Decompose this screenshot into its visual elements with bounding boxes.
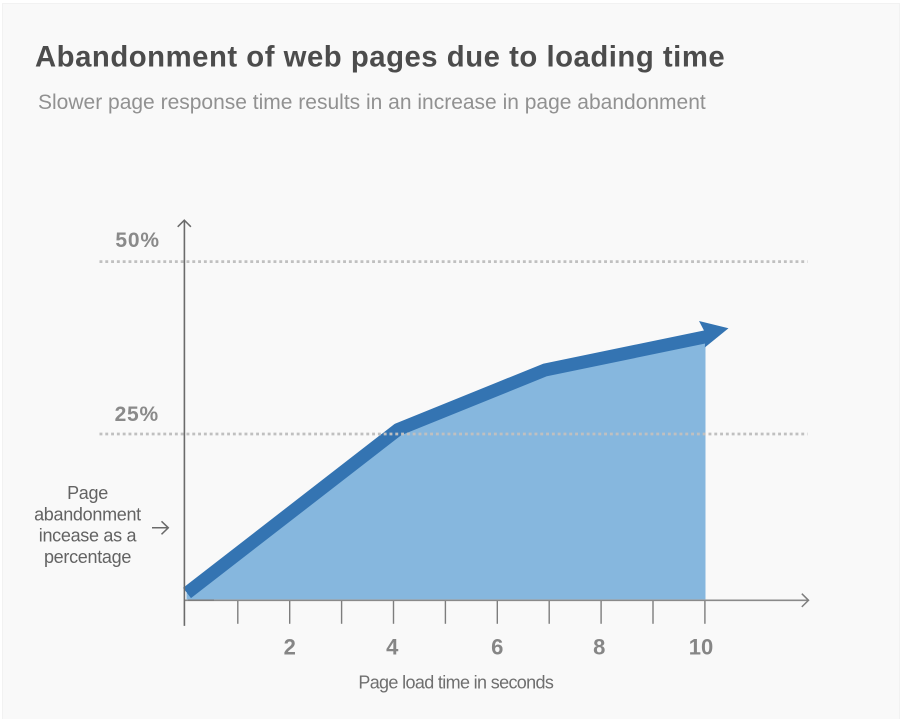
svg-text:Page load time in seconds: Page load time in seconds (358, 673, 554, 693)
svg-text:10: 10 (689, 634, 713, 659)
svg-text:6: 6 (491, 634, 503, 659)
svg-text:25%: 25% (115, 403, 159, 426)
svg-text:4: 4 (386, 634, 399, 659)
svg-text:Abandonment of web pages due t: Abandonment of web pages due to loading … (35, 41, 725, 74)
svg-text:2: 2 (284, 634, 296, 659)
svg-text:8: 8 (593, 634, 605, 659)
svg-text:Slower page response time resu: Slower page response time results in an … (38, 91, 706, 114)
svg-text:abandonment: abandonment (34, 504, 141, 524)
svg-text:incease as a: incease as a (39, 526, 138, 546)
svg-text:50%: 50% (115, 229, 159, 252)
svg-text:percentage: percentage (44, 547, 131, 567)
svg-text:Page: Page (67, 483, 108, 503)
